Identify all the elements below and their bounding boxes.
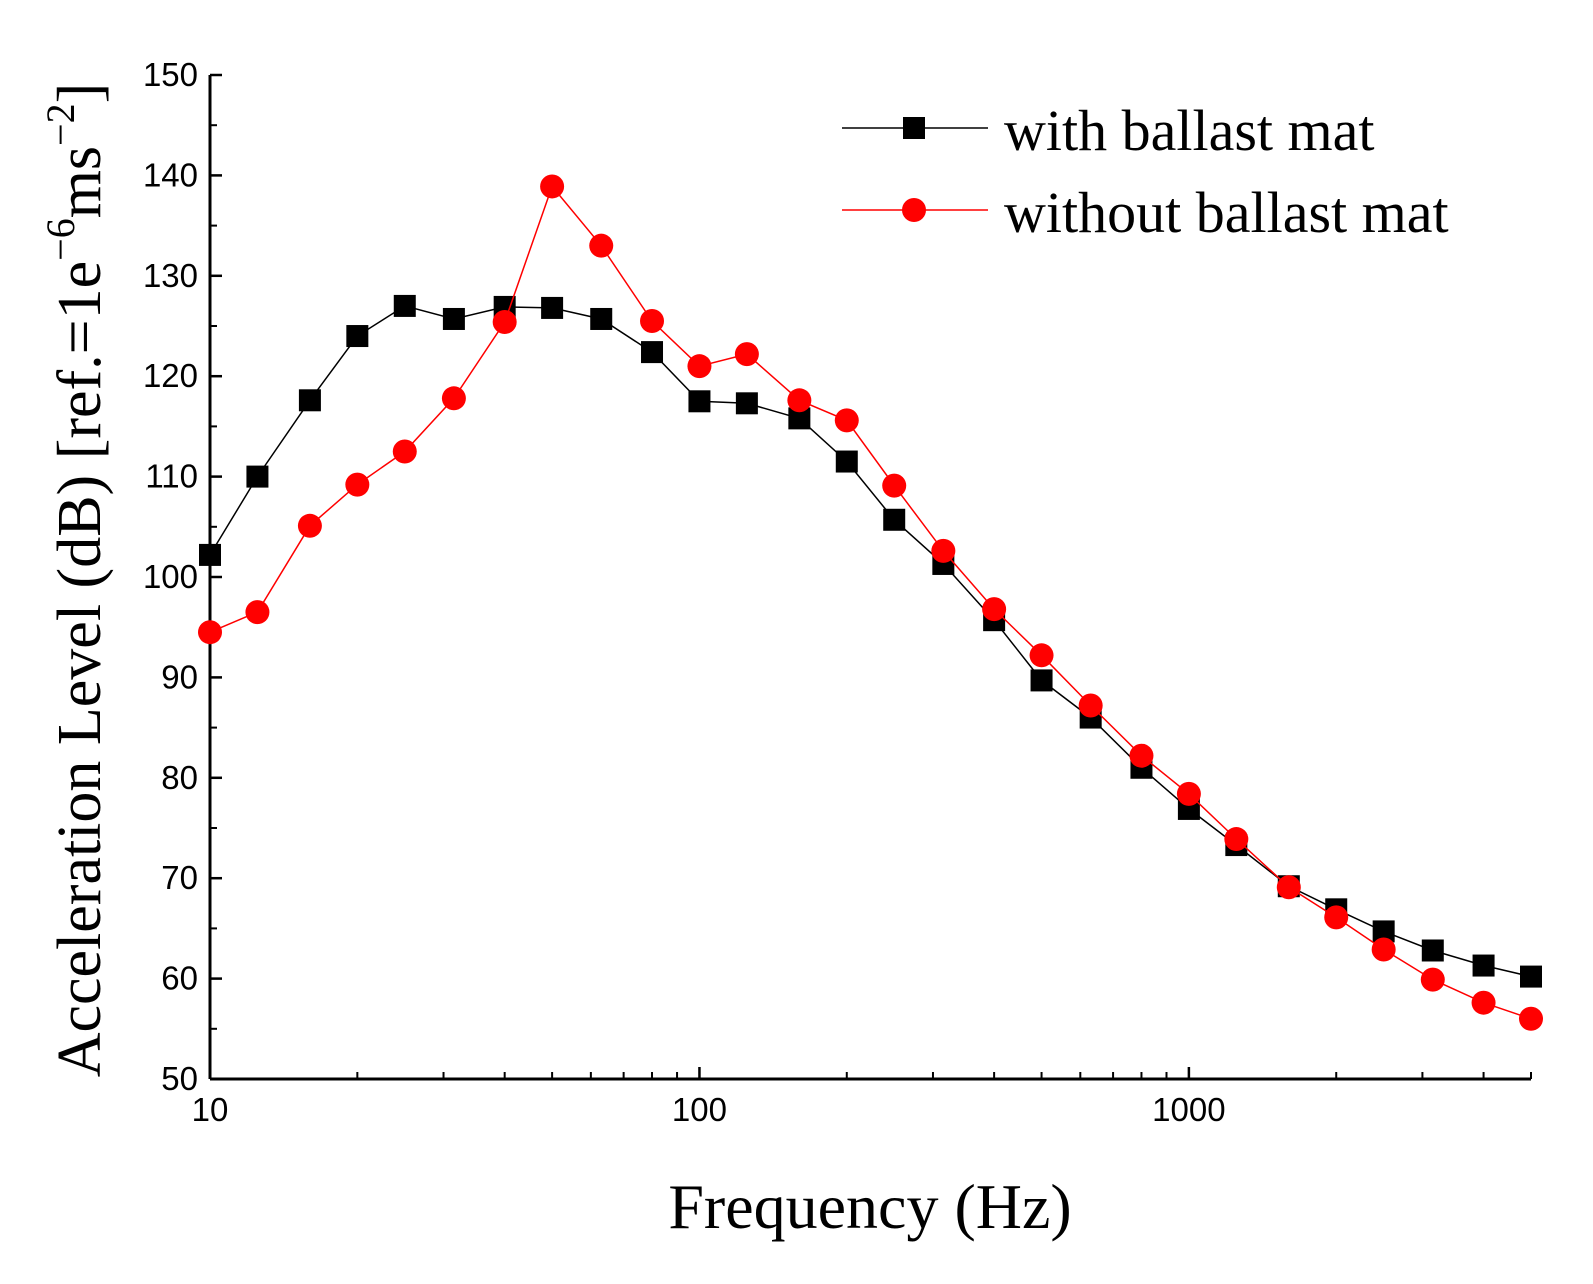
y-tick-label: 70 (161, 859, 198, 896)
data-point (883, 508, 906, 531)
y-axis-title-mid: ms (46, 146, 114, 218)
data-point (392, 439, 417, 464)
data-point (1372, 920, 1395, 943)
legend-label-with-ballast-mat: with ballast mat (1004, 98, 1375, 163)
data-point (589, 233, 614, 258)
data-point (1472, 954, 1495, 977)
y-axis-title-end: ] (46, 83, 114, 104)
data-point (393, 294, 416, 317)
data-point (442, 307, 465, 330)
y-tick-label: 140 (143, 156, 198, 193)
y-tick-label: 120 (143, 357, 198, 394)
data-point (1520, 965, 1542, 988)
data-point (688, 390, 711, 413)
data-point (590, 307, 613, 330)
y-tick-label: 100 (143, 558, 198, 595)
y-tick-label: 130 (143, 257, 198, 294)
x-tick-label: 100 (672, 1091, 727, 1128)
legend-marker-square (903, 117, 925, 139)
data-point (346, 325, 369, 348)
x-tick-label: 1000 (1152, 1091, 1225, 1128)
data-point (345, 472, 370, 497)
legend-label-without-ballast-mat: without ballast mat (1004, 180, 1449, 245)
data-point (541, 296, 564, 319)
data-point (735, 392, 758, 415)
data-point (640, 308, 665, 333)
data-point (1371, 937, 1396, 962)
data-point (788, 407, 811, 430)
data-point (1224, 827, 1249, 852)
y-tick-label: 110 (145, 458, 198, 495)
data-point (199, 543, 221, 566)
series-layer (198, 174, 1543, 1031)
data-point (931, 538, 956, 563)
data-point (734, 342, 759, 367)
data-point (1421, 939, 1444, 962)
series-line (209, 305, 1532, 978)
y-tick-label: 90 (161, 658, 198, 695)
data-point (298, 389, 321, 412)
data-point (1029, 643, 1054, 668)
x-tick-label: 10 (192, 1091, 229, 1128)
data-point (245, 600, 270, 625)
data-point (1276, 875, 1301, 900)
data-point (787, 388, 812, 413)
data-point (1030, 669, 1053, 692)
y-axis-title-main: Acceleration Level (dB) [ref.=1e (46, 261, 114, 1077)
data-point (982, 597, 1007, 622)
data-point (1420, 967, 1445, 992)
legend: with ballast mat without ballast mat (842, 98, 1449, 245)
y-tick-label: 80 (161, 759, 198, 796)
legend-entry-without-ballast-mat: without ballast mat (842, 180, 1449, 245)
data-point (1324, 905, 1349, 930)
axis-ticks: 50 60 70 80 90 100 110 120 130 140 150 10 100 1000 (143, 56, 1532, 1128)
data-point (1129, 743, 1154, 768)
data-point (540, 174, 565, 199)
series-with-ballast-mat (199, 294, 1542, 988)
series-line (209, 184, 1532, 1020)
y-tick-label: 50 (161, 1060, 198, 1097)
y-axis-title-sup2: −2 (38, 103, 83, 146)
data-point (882, 473, 907, 498)
data-point (687, 354, 712, 379)
y-tick-label: 150 (143, 56, 198, 93)
legend-marker-circle (902, 198, 926, 222)
data-point (1176, 781, 1201, 806)
data-point (198, 620, 222, 645)
y-axis-title-sup1: −6 (38, 218, 83, 261)
data-point (297, 513, 322, 538)
series-without-ballast-mat (198, 174, 1543, 1031)
data-point (1519, 1006, 1543, 1031)
data-point (492, 309, 517, 334)
y-tick-label: 60 (161, 960, 198, 997)
data-point (246, 465, 269, 488)
data-point (641, 341, 664, 364)
data-point (1471, 990, 1496, 1015)
legend-entry-with-ballast-mat: with ballast mat (842, 98, 1375, 163)
y-axis-title: Acceleration Level (dB) [ref.=1e−6ms−2] (38, 83, 114, 1078)
data-point (835, 450, 858, 473)
x-axis-title: Frequency (Hz) (668, 1171, 1071, 1242)
data-point (1078, 693, 1103, 718)
data-point (441, 386, 466, 411)
data-point (834, 408, 859, 433)
